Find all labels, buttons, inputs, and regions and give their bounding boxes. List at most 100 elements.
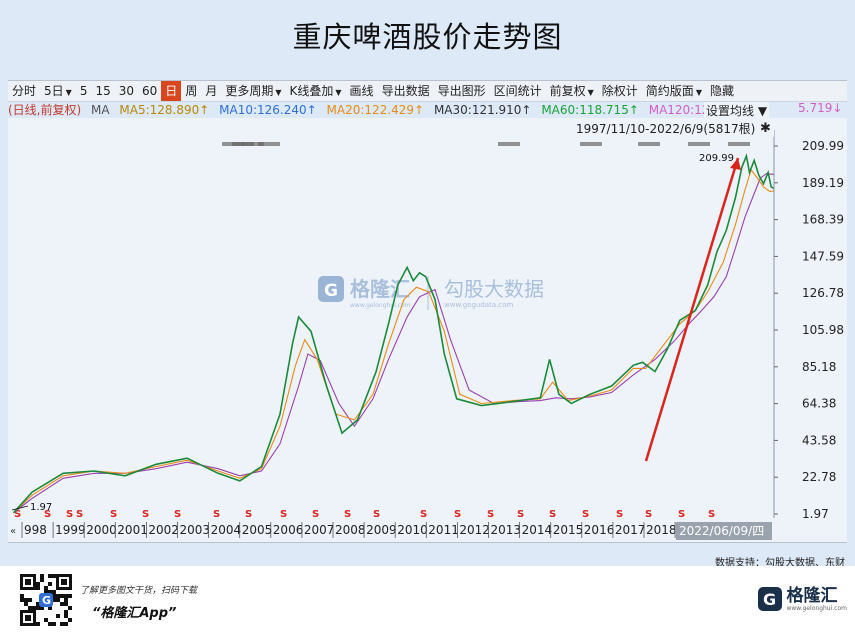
toolbar-item-8[interactable]: 月 [201, 81, 221, 101]
y-tick-label: 64.38 [802, 397, 836, 411]
x-tick-label: 2005 [242, 523, 273, 537]
ma-tail-value: 5.719↓ [798, 101, 843, 115]
dividend-marker: S [76, 509, 83, 520]
x-tick-label: 2011 [428, 523, 459, 537]
dropdown-caret-icon: ▼ [587, 88, 594, 97]
promo-caption: 了解更多图文干货，扫码下载 [80, 586, 198, 596]
toolbar-item-3[interactable]: 15 [91, 81, 114, 101]
event-marker [728, 142, 750, 146]
dividend-marker: S [454, 509, 461, 520]
toolbar-item-15[interactable]: 前复权 ▼ [546, 81, 598, 101]
toolbar-item-5[interactable]: 60 [138, 81, 161, 101]
ma10-value: MA10:126.240↑ [219, 103, 317, 117]
qr-code-icon[interactable]: G [20, 574, 72, 626]
toolbar-item-label: 前复权 [549, 84, 586, 98]
stock-chart-panel[interactable]: G 格隆汇 www.gelonghui.com 勾股大数据 www.goguda… [8, 118, 847, 543]
toolbar-item-6[interactable]: 日 [161, 81, 182, 101]
dividend-marker: S [420, 509, 427, 520]
x-tick-label: 2014 [522, 523, 553, 537]
dividend-marker: S [280, 509, 287, 520]
stock-price-chart[interactable]: G 格隆汇 www.gelonghui.com 勾股大数据 www.goguda… [8, 118, 847, 542]
toolbar-item-label: 5日 [44, 84, 64, 98]
brand-url: www.gelonghui.com [786, 604, 847, 612]
promo-app-name: “格隆汇App” [92, 606, 177, 621]
toolbar-item-9[interactable]: 更多周期 ▼ [221, 81, 285, 101]
range-label-bg [574, 119, 774, 137]
dropdown-caret-icon: ▼ [695, 88, 702, 97]
toolbar-item-label: K线叠加 [289, 84, 334, 98]
toolbar-item-label: 30 [118, 84, 135, 98]
y-tick-label: 126.78 [802, 286, 844, 300]
toolbar-item-label: 区间统计 [493, 84, 542, 98]
toolbar-item-label: 60 [142, 84, 158, 98]
toolbar-item-2[interactable]: 5 [76, 81, 92, 101]
toolbar-item-label: 日 [165, 84, 178, 98]
chart-labels: 1997/11/10-2022/6/9(5817根) ✱ 209.99 1.97 [11, 119, 774, 513]
x-tick-label: 2012 [459, 523, 490, 537]
series-line-ma120 [13, 173, 775, 514]
dividend-marker: S [678, 509, 685, 520]
toolbar-item-7[interactable]: 周 [181, 81, 201, 101]
toolbar-item-16[interactable]: 除权计 [598, 81, 642, 101]
ma-period-label: (日线,前复权) [8, 103, 82, 117]
chart-toolbar: 分时 5日 ▼ 5 15 30 60 日周月更多周期 ▼ K线叠加 ▼ 画线 导出数据 导出图形 区间统计前… [8, 80, 847, 102]
dropdown-caret-icon: ▼ [275, 88, 282, 97]
dividend-marker: S [582, 509, 589, 520]
dividend-marker: S [174, 509, 181, 520]
chart-series-lines [12, 153, 775, 514]
x-tick-label: 2018 [646, 523, 677, 537]
trend-arrowhead-icon [730, 158, 741, 170]
partner-watermark-name: 勾股大数据 [444, 277, 544, 301]
dividend-marker: S [373, 509, 380, 520]
chart-overlay [644, 157, 741, 462]
brand-watermark-glyph: G [324, 281, 338, 301]
ma30-value: MA30:121.910↑ [433, 103, 532, 117]
x-tick-label: 2015 [553, 523, 584, 537]
page-title: 重庆啤酒股价走势图 [292, 20, 563, 54]
toolbar-item-4[interactable]: 30 [115, 81, 138, 101]
y-axis: 209.99 189.19 168.39 147.59 126.78 105.98 85.1… [773, 130, 844, 521]
data-source-note: 数据支持：勾股大数据、东财 [715, 558, 845, 569]
toolbar-item-label: 15 [95, 84, 111, 98]
gelonghui-logo-icon: G [758, 587, 783, 611]
ma20-value: MA20:122.429↑ [326, 103, 425, 117]
x-tick-label: 2001 [117, 523, 148, 537]
scroll-left-icon[interactable]: « [10, 526, 16, 537]
x-tick-label: 2010 [397, 523, 428, 537]
pin-icon[interactable]: ✱ [760, 121, 771, 136]
brand-watermark-url: www.gelonghui.com [350, 302, 411, 309]
dividend-marker: S [645, 509, 652, 520]
x-tick-label: 1999 [55, 523, 86, 537]
toolbar-item-17[interactable]: 简约版面 ▼ [642, 81, 706, 101]
partner-watermark-url: www.gogudata.com [444, 301, 513, 309]
x-tick-label: 2004 [211, 523, 242, 537]
event-marker [242, 142, 264, 146]
svg-text:G: G [763, 590, 776, 609]
toolbar-item-0[interactable]: 分时 [8, 81, 40, 101]
dividend-marker: S [66, 509, 73, 520]
toolbar-item-10[interactable]: K线叠加 ▼ [286, 81, 346, 101]
x-axis-band [8, 521, 774, 539]
y-tick-label: 147.59 [802, 249, 844, 263]
toolbar-item-18[interactable]: 隐藏 [706, 81, 738, 101]
toolbar-item-14[interactable]: 区间统计 [490, 81, 546, 101]
range-label: 1997/11/10-2022/6/9(5817根) [576, 122, 755, 136]
trend-arrow [644, 157, 740, 462]
toolbar-item-11[interactable]: 画线 [346, 81, 378, 101]
dividend-marker: S [44, 509, 51, 520]
x-tick-label: 2003 [180, 523, 211, 537]
dividend-marker: S [312, 509, 319, 520]
toolbar-item-label: 画线 [349, 84, 374, 98]
toolbar-item-1[interactable]: 5日 ▼ [40, 81, 76, 101]
dividend-marker: S [110, 509, 117, 520]
dividend-marker: S [708, 509, 715, 520]
toolbar-item-label: 简约版面 [645, 84, 694, 98]
toolbar-item-13[interactable]: 导出图形 [434, 81, 490, 101]
toolbar-item-12[interactable]: 导出数据 [378, 81, 434, 101]
ma60-value: MA60:118.715↑ [541, 103, 639, 117]
ma-label: MA [91, 103, 110, 117]
dividend-marker: S [245, 509, 252, 520]
event-marker [580, 142, 602, 146]
series-line-ma60 [13, 168, 775, 514]
ma-settings-button[interactable]: 设置均线 ▼ [704, 102, 770, 119]
